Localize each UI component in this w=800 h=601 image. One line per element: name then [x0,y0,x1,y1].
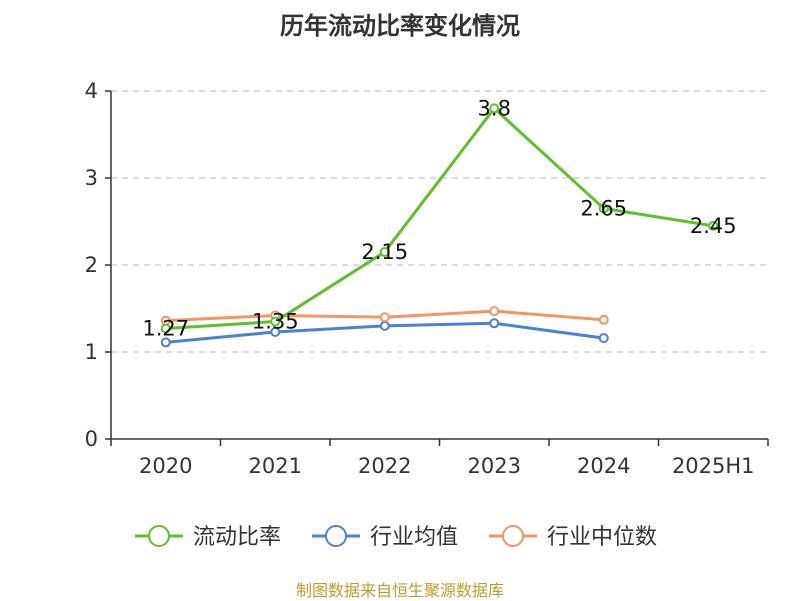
data-point [598,333,609,344]
data-point [708,220,719,231]
x-tick-label: 2023 [468,454,521,478]
axes: 0 1 2 3 4 2020 2021 2022 2023 2024 2025H1 [85,79,769,478]
legend-marker-icon [502,525,524,547]
y-tick-label: 4 [85,79,98,103]
x-tick-label: 2022 [358,454,411,478]
source-note: 制图数据来自恒生聚源数据库 [295,581,504,600]
data-point [379,246,390,257]
x-tick-label: 2020 [139,454,192,478]
data-point [489,306,500,317]
legend-item: 流动比率 [135,525,281,550]
legend-label: 行业均值 [370,525,458,550]
data-point [160,337,171,348]
data-point [160,323,171,334]
chart-title: 历年流动比率变化情况 [280,12,520,40]
data-point [489,103,500,114]
y-tick-label: 1 [85,340,98,364]
data-point [379,320,390,331]
data-point [270,316,281,327]
legend-item: 行业中位数 [489,525,657,550]
x-tick-label: 2024 [577,454,630,478]
y-tick-label: 3 [85,166,98,190]
legend-marker-icon [325,525,347,547]
data-point [489,318,500,329]
data-label: 1.27 [142,317,189,341]
legend-item: 行业均值 [312,525,458,550]
data-labels: 1.27 1.35 2.15 3.8 2.65 2.45 [142,96,736,340]
legend-label: 行业中位数 [547,525,657,550]
legend-label: 流动比率 [193,525,281,550]
data-point [270,326,281,337]
data-point [598,203,609,214]
data-label: 3.8 [478,96,511,120]
data-label: 2.15 [361,240,408,264]
data-label: 1.35 [252,310,299,334]
legend-marker-icon [148,525,170,547]
y-tick-label: 0 [85,427,98,451]
y-tick-label: 2 [85,253,98,277]
legend: 流动比率 行业均值 行业中位数 [135,525,657,550]
x-tick-label: 2025H1 [672,454,755,478]
data-point [379,312,390,323]
series-lines [160,103,719,348]
data-point [598,314,609,325]
x-tick-label: 2021 [249,454,302,478]
data-label: 2.65 [580,196,627,220]
data-label: 2.45 [690,214,737,238]
series-line [165,106,714,331]
